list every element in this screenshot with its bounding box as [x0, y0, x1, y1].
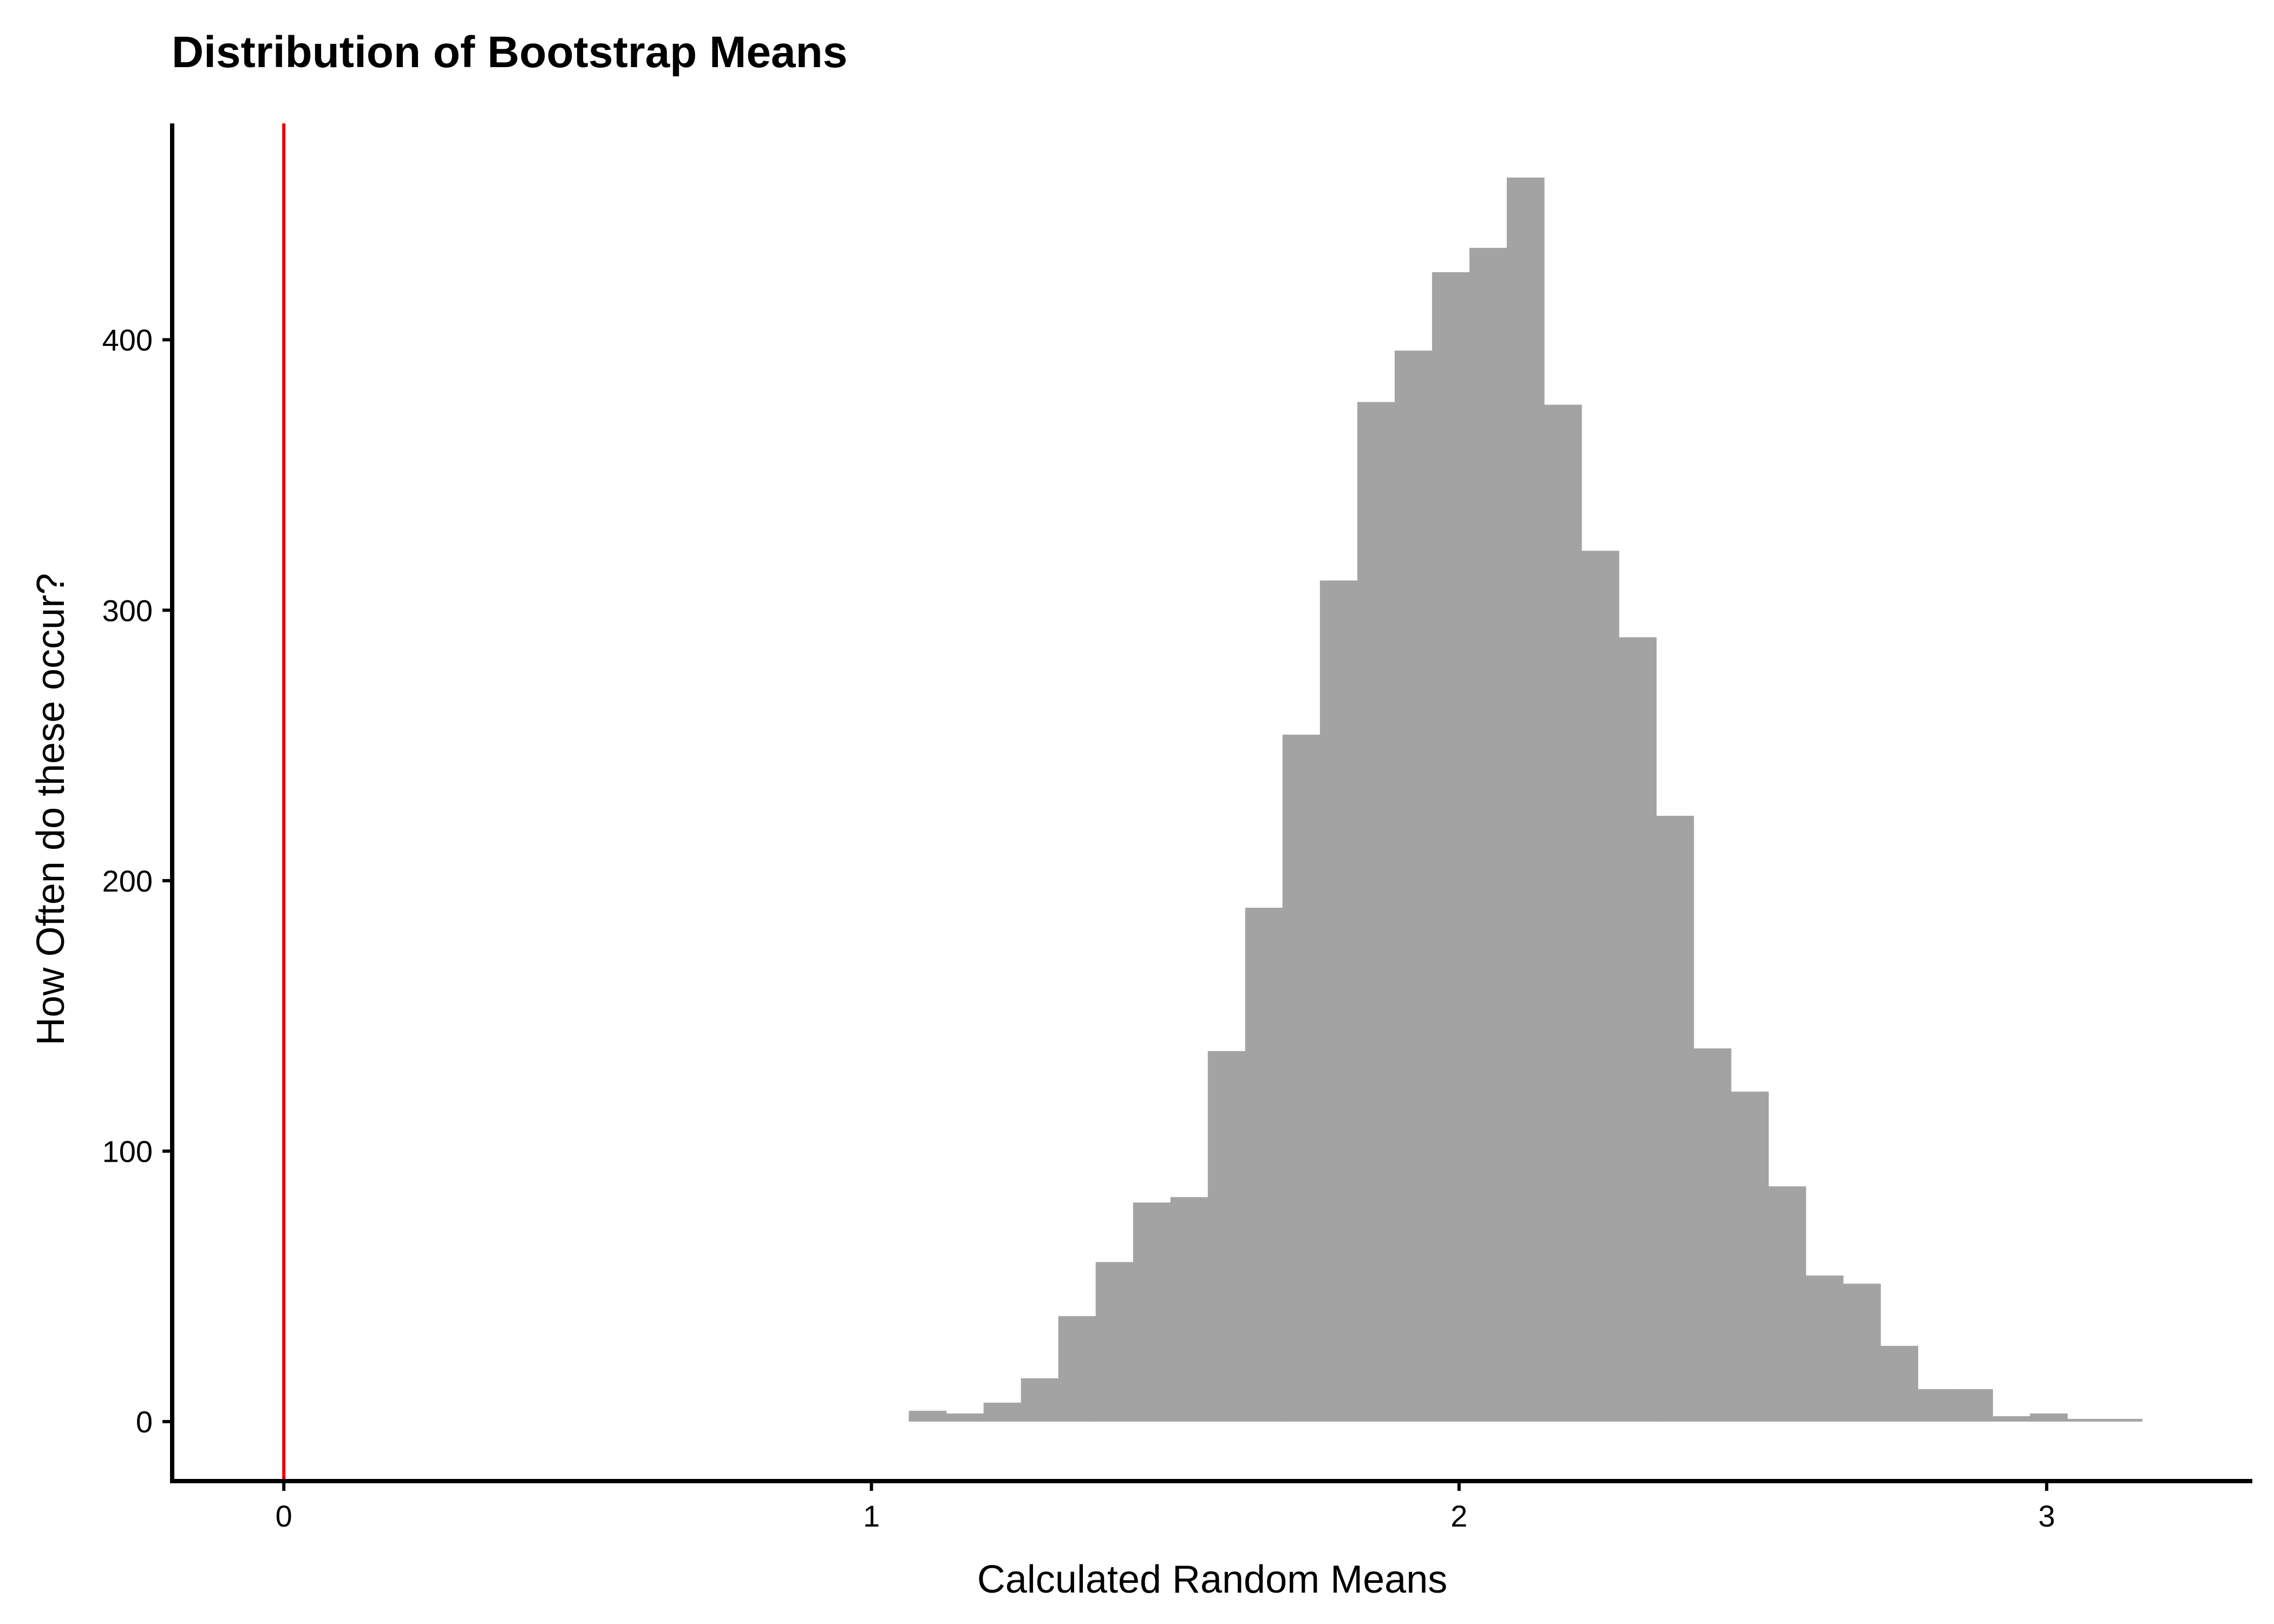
x-tick-label: 3: [2038, 1499, 2055, 1533]
histogram-bar: [1506, 177, 1545, 1422]
histogram-bar: [1768, 1186, 1806, 1422]
x-axis-ticks: 0 1 2 3: [276, 1481, 2055, 1533]
histogram-bar: [1469, 247, 1507, 1422]
histogram-bar: [1095, 1262, 1134, 1422]
histogram-bar: [1694, 1048, 1731, 1422]
histogram-bar: [1731, 1091, 1769, 1422]
histogram-bar: [1656, 815, 1694, 1422]
histogram-bar: [1394, 350, 1433, 1422]
histogram-bars: [909, 177, 2142, 1422]
histogram-bar: [1021, 1378, 1059, 1422]
histogram-bar: [983, 1403, 1022, 1422]
histogram-bar: [1357, 402, 1395, 1422]
histogram-bar: [946, 1413, 984, 1422]
histogram-bar: [1282, 735, 1321, 1422]
chart-title: Distribution of Bootstrap Means: [172, 28, 847, 77]
y-tick-label: 0: [136, 1405, 153, 1439]
histogram-bar: [1918, 1389, 1956, 1422]
histogram-bar: [1843, 1284, 1881, 1422]
histogram-bar: [1133, 1202, 1171, 1422]
x-tick-label: 2: [1450, 1499, 1467, 1533]
histogram-bar: [1992, 1416, 2030, 1422]
x-tick-label: 0: [276, 1499, 292, 1533]
histogram-bar: [1432, 272, 1470, 1422]
histogram-bar: [1544, 404, 1582, 1422]
histogram-bar: [1207, 1051, 1246, 1422]
histogram-bar: [1806, 1275, 1844, 1422]
histogram-bar: [1319, 580, 1358, 1422]
x-axis-title: Calculated Random Means: [977, 1558, 1447, 1601]
histogram-bar: [909, 1411, 947, 1422]
y-tick-label: 400: [102, 323, 153, 357]
y-tick-label: 100: [102, 1134, 153, 1168]
histogram-bar: [1245, 907, 1283, 1422]
histogram-bar: [1170, 1197, 1208, 1422]
histogram-bar: [1955, 1389, 1993, 1422]
x-tick-label: 1: [863, 1499, 880, 1533]
histogram-bar: [1582, 551, 1619, 1422]
histogram-bar: [2105, 1419, 2142, 1422]
y-tick-label: 300: [102, 593, 153, 627]
histogram-bar: [1058, 1316, 1096, 1422]
histogram-bar: [1880, 1346, 1918, 1422]
y-axis-title: How Often do these occur?: [29, 573, 73, 1045]
histogram-bar: [2030, 1413, 2068, 1422]
histogram-bar: [2067, 1419, 2105, 1422]
y-axis-ticks: 0 100 200 300 400: [102, 323, 172, 1439]
y-tick-label: 200: [102, 864, 153, 898]
histogram-bar: [1619, 637, 1657, 1422]
